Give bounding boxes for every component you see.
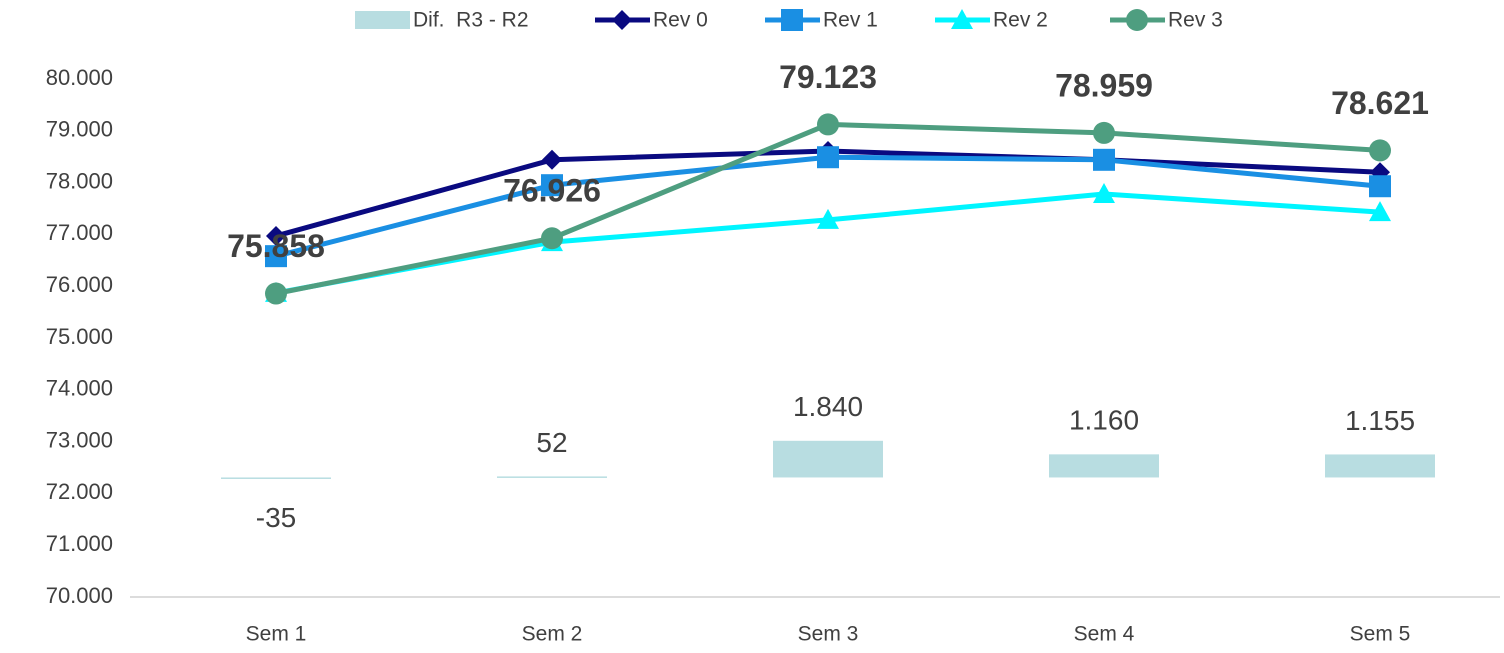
marker bbox=[817, 113, 839, 136]
marker bbox=[265, 282, 287, 305]
marker bbox=[266, 225, 286, 246]
bar-label: 1.155 bbox=[1345, 405, 1415, 436]
data-label: 78.959 bbox=[1055, 67, 1153, 103]
marker bbox=[541, 174, 563, 197]
x-tick-label: Sem 5 bbox=[1350, 623, 1411, 646]
bar bbox=[1049, 454, 1159, 478]
bar bbox=[773, 440, 883, 478]
marker bbox=[1126, 9, 1148, 31]
y-tick-label: 74.000 bbox=[46, 376, 113, 401]
marker bbox=[265, 245, 287, 268]
y-tick-label: 79.000 bbox=[46, 117, 113, 142]
data-label: 76.926 bbox=[503, 173, 601, 209]
marker bbox=[817, 208, 839, 229]
marker bbox=[542, 149, 562, 170]
bar bbox=[1325, 454, 1435, 478]
legend-label: Dif. R3 - R2 bbox=[413, 9, 529, 32]
bar bbox=[497, 476, 607, 478]
bar-label: 52 bbox=[536, 427, 567, 458]
y-tick-label: 77.000 bbox=[46, 220, 113, 245]
marker bbox=[1093, 182, 1115, 203]
data-label: 79.123 bbox=[779, 59, 877, 95]
marker bbox=[951, 9, 973, 29]
y-tick-label: 71.000 bbox=[46, 531, 113, 556]
series-line bbox=[275, 191, 1381, 296]
y-tick-label: 72.000 bbox=[46, 479, 113, 504]
legend-label: Rev 1 bbox=[823, 9, 878, 32]
series-line bbox=[275, 154, 1381, 259]
data-label: 75.858 bbox=[227, 228, 325, 264]
legend-swatch bbox=[355, 11, 410, 29]
bar bbox=[221, 477, 331, 479]
marker bbox=[817, 146, 839, 169]
legend-label: Rev 0 bbox=[653, 9, 708, 32]
x-tick-label: Sem 2 bbox=[522, 623, 583, 646]
y-tick-label: 76.000 bbox=[46, 272, 113, 297]
marker bbox=[1093, 148, 1115, 171]
marker bbox=[1093, 121, 1115, 144]
bar-label: 1.160 bbox=[1069, 405, 1139, 436]
legend-label: Rev 3 bbox=[1168, 9, 1223, 32]
y-tick-label: 78.000 bbox=[46, 168, 113, 193]
bar-label: -35 bbox=[256, 502, 296, 533]
y-tick-label: 75.000 bbox=[46, 324, 113, 349]
x-tick-label: Sem 1 bbox=[246, 623, 307, 646]
marker bbox=[1369, 201, 1391, 222]
x-tick-label: Sem 4 bbox=[1074, 623, 1135, 646]
marker bbox=[1369, 175, 1391, 198]
marker bbox=[1369, 139, 1391, 162]
marker bbox=[541, 227, 563, 250]
y-tick-label: 70.000 bbox=[46, 583, 113, 608]
marker bbox=[612, 10, 632, 30]
bar-label: 1.840 bbox=[793, 391, 863, 422]
data-label: 78.621 bbox=[1331, 85, 1429, 121]
marker bbox=[781, 9, 803, 31]
x-tick-label: Sem 3 bbox=[798, 623, 859, 646]
y-tick-label: 73.000 bbox=[46, 427, 113, 452]
legend-label: Rev 2 bbox=[993, 9, 1048, 32]
y-tick-label: 80.000 bbox=[46, 65, 113, 90]
